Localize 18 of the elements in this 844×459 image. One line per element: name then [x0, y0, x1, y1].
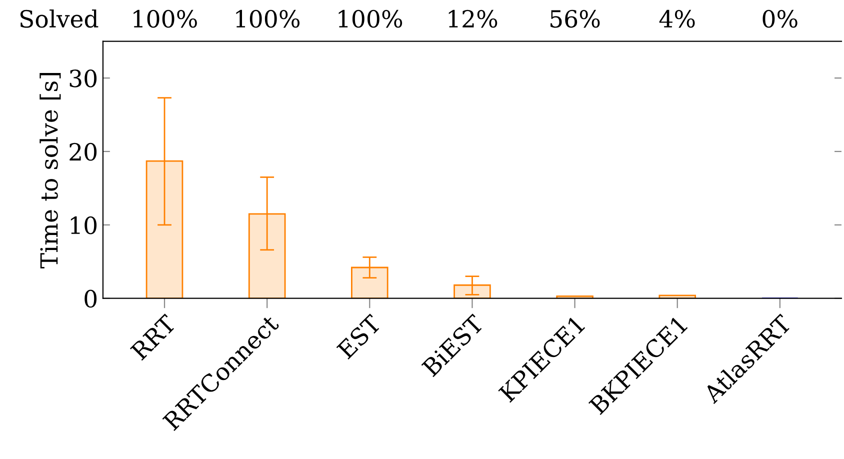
text: 12% — [448, 10, 498, 28]
text: 0% — [762, 10, 798, 28]
y-tick-label: 20 — [70, 142, 97, 161]
text: Solved — [20, 9, 98, 28]
text: 56% — [550, 10, 600, 28]
bar — [248, 213, 286, 298]
y-tick-label: 10 — [70, 216, 97, 234]
text: 100% — [338, 10, 402, 28]
text: 100% — [134, 10, 197, 28]
bar — [351, 266, 388, 298]
bar — [146, 160, 184, 298]
bar — [658, 294, 696, 298]
text: 4% — [659, 10, 695, 28]
y-tick-label: 30 — [70, 69, 97, 88]
bar — [454, 284, 491, 298]
y-tick-label: 0 — [84, 290, 97, 308]
y-axis-title: Time to solve [s] — [40, 73, 61, 268]
text: 100% — [236, 10, 300, 28]
